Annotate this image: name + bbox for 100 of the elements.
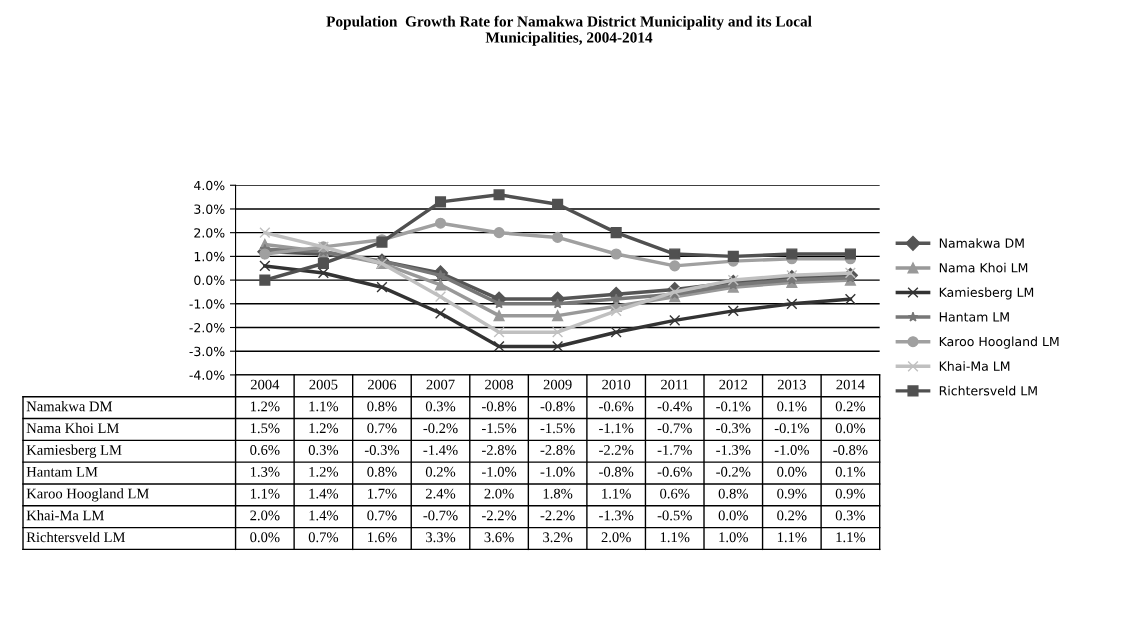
data-label: 1.5% <box>250 423 280 434</box>
data-label: 0.0% <box>718 510 748 521</box>
data-label: 1.0% <box>719 532 748 543</box>
data-label: -0.3% <box>364 445 400 455</box>
y-tick-label: 0.0% <box>194 275 225 286</box>
data-label: 1.7% <box>368 488 397 499</box>
data-label: -2.2% <box>540 510 575 521</box>
data-label: 0.1% <box>835 466 866 477</box>
legend-label: Nama Khoi LM <box>939 262 1028 273</box>
data-label: 1.1% <box>602 488 631 499</box>
data-label: -2.2% <box>481 510 517 521</box>
data-label: -0.7% <box>423 510 458 521</box>
text: Namakwa DM <box>26 401 113 412</box>
data-label: 0.8% <box>367 466 397 477</box>
data-label: -0.5% <box>657 510 692 521</box>
x-tick-label: 2012 <box>719 379 748 390</box>
x-tick-label: 2007 <box>426 379 455 390</box>
data-label: 1.1% <box>660 532 690 543</box>
legend-label: Richtersveld LM <box>939 385 1037 396</box>
data-label: -0.8% <box>599 466 634 477</box>
data-label: -1.3% <box>599 510 634 521</box>
data-label: 1.4% <box>309 510 339 521</box>
data-label: 0.2% <box>777 510 807 521</box>
x-tick-label: 2010 <box>602 379 631 390</box>
legend-label: Kamiesberg LM <box>939 287 1034 300</box>
data-label: -0.8% <box>481 401 517 412</box>
data-label: 0.7% <box>367 510 397 521</box>
y-tick-label: 1.0% <box>194 251 225 262</box>
x-tick-label: 2004 <box>250 379 280 390</box>
data-label: -0.2% <box>423 423 458 434</box>
y-tick-label: -3.0% <box>189 346 225 357</box>
y-tick-label: -1.0% <box>189 299 225 309</box>
data-label: 3.3% <box>426 532 456 543</box>
data-label: 1.6% <box>368 532 397 543</box>
data-label: 2.0% <box>484 488 514 499</box>
text: Nama Khoi LM <box>26 422 119 434</box>
data-label: -1.4% <box>423 445 458 455</box>
data-label: 0.9% <box>777 488 807 499</box>
data-label: -1.7% <box>657 445 692 455</box>
x-tick-label: 2006 <box>368 379 397 390</box>
data-label: 1.1% <box>250 488 280 499</box>
data-label: 0.0% <box>835 423 866 434</box>
data-label: -0.1% <box>716 401 751 412</box>
y-tick-label: 3.0% <box>194 204 225 214</box>
data-label: 0.8% <box>718 488 748 499</box>
data-label: 0.2% <box>425 466 456 477</box>
data-label: -0.3% <box>716 423 751 434</box>
data-label: -2.8% <box>481 445 517 455</box>
data-label: 2.0% <box>250 510 280 521</box>
text: Richtersveld LM <box>26 531 126 543</box>
data-label: 0.7% <box>308 532 339 543</box>
data-label: 1.1% <box>777 532 807 543</box>
data-label: -1.1% <box>599 423 634 434</box>
x-tick-label: 2008 <box>485 379 514 390</box>
legend-label: Khai-Ma LM <box>939 361 1010 371</box>
y-tick-label: -2.0% <box>189 322 225 333</box>
data-label: 0.2% <box>835 401 866 412</box>
x-tick-label: 2013 <box>777 379 806 390</box>
y-tick-label: -4.0% <box>189 370 225 380</box>
data-label: -1.3% <box>716 445 751 455</box>
data-label: 0.3% <box>308 445 339 455</box>
legend-label: Namakwa DM <box>939 238 1024 248</box>
data-label: -0.2% <box>716 466 751 477</box>
data-label: 1.2% <box>309 423 339 434</box>
y-tick-label: 4.0% <box>194 180 225 191</box>
data-label: -0.6% <box>657 466 692 477</box>
y-tick-label: 2.0% <box>194 228 225 238</box>
x-tick-label: 2014 <box>836 379 865 390</box>
data-label: 0.6% <box>250 445 280 455</box>
text: Kamiesberg LM <box>26 444 122 458</box>
data-label: -1.5% <box>481 423 517 434</box>
legend-label: Hantam LM <box>939 312 1009 322</box>
data-label: 1.8% <box>543 488 573 499</box>
data-label: 0.0% <box>250 532 280 543</box>
data-label: 1.1% <box>309 401 339 412</box>
data-label: -1.0% <box>540 466 575 477</box>
data-label: 1.2% <box>250 401 280 412</box>
data-label: -1.0% <box>774 445 809 455</box>
data-label: 1.3% <box>250 466 280 477</box>
data-label: 0.9% <box>835 488 866 499</box>
x-tick-label: 2011 <box>661 379 689 390</box>
chart-title: Population Growth Rate for Namakwa District Municipality and its Local Municipalities, 2004-2014 <box>326 15 812 46</box>
data-label: -0.7% <box>657 423 692 434</box>
data-label: 0.1% <box>777 401 807 412</box>
data-label: 2.0% <box>601 532 631 543</box>
legend-label: Karoo Hoogland LM <box>939 336 1059 349</box>
data-label: 1.1% <box>836 532 866 543</box>
data-label: -2.8% <box>540 445 575 455</box>
data-label: 2.4% <box>425 488 456 499</box>
data-label: 3.2% <box>543 532 573 543</box>
data-label: 0.3% <box>425 401 456 412</box>
data-label: -0.1% <box>774 423 809 434</box>
data-label: 1.2% <box>309 466 339 477</box>
data-label: 1.4% <box>309 488 339 499</box>
data-label: -0.6% <box>599 401 634 412</box>
data-label: -1.0% <box>481 466 517 477</box>
text: Khai-Ma LM <box>26 510 104 521</box>
data-label: 0.3% <box>835 510 866 521</box>
data-label: 0.6% <box>660 488 690 499</box>
data-label: 0.7% <box>367 423 397 434</box>
